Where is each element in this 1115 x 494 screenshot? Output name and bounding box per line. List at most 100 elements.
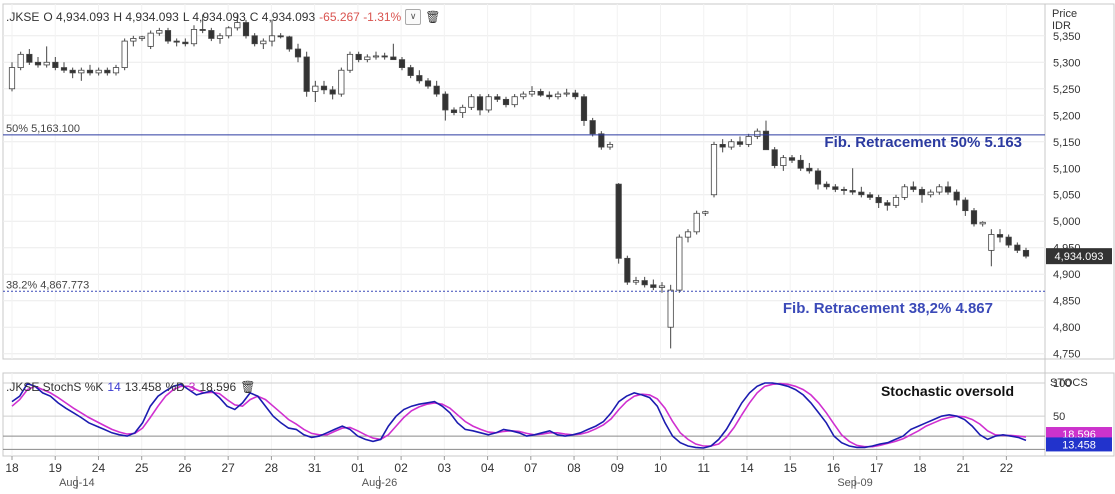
- x-month-label: Aug-14: [59, 477, 94, 489]
- candle-down: [26, 53, 33, 63]
- candle-up: [268, 35, 276, 42]
- candle-up: [130, 38, 137, 42]
- candle-down: [814, 170, 822, 185]
- price-header: .JKSE O 4,934.093 H 4,934.093 L 4,934.09…: [6, 8, 440, 26]
- x-day-label: 27: [221, 461, 235, 475]
- x-day-label: 02: [394, 461, 408, 475]
- candle-up: [728, 141, 735, 148]
- candle-up: [78, 69, 85, 74]
- candle-down: [1014, 244, 1021, 251]
- candle-down: [650, 284, 657, 288]
- candle-down: [797, 159, 804, 169]
- candle-up: [260, 40, 267, 45]
- stoch-k-line: [11, 382, 1027, 449]
- x-day-label: 01: [351, 461, 365, 475]
- x-day-label: 17: [870, 461, 884, 475]
- stoch-header: .JKSE StochS %K 14 13.458 %D 3 18.596 🗑: [6, 378, 255, 396]
- candle-up: [979, 221, 986, 225]
- candle-down: [624, 257, 631, 283]
- candle-down: [398, 59, 406, 68]
- stoch-d-line: [11, 382, 1027, 448]
- candle-down: [294, 48, 302, 58]
- x-day-label: 03: [438, 461, 452, 475]
- candle-down: [199, 29, 206, 31]
- last-price-label: 4,934.093: [1055, 251, 1104, 263]
- candle-up: [520, 93, 527, 98]
- candle-up: [702, 211, 709, 214]
- x-month-label: Aug-26: [362, 477, 397, 489]
- candle-down: [208, 30, 215, 39]
- candle-down: [251, 35, 258, 45]
- change-value: -65.267 -1.31%: [319, 10, 402, 24]
- candle-down: [866, 194, 874, 198]
- candle-up: [121, 40, 128, 68]
- candle-down: [875, 196, 882, 204]
- candle-up: [936, 186, 943, 193]
- last-price-tag: [1046, 248, 1112, 265]
- trash-icon[interactable]: 🗑: [240, 380, 256, 394]
- candle-up: [138, 36, 146, 39]
- x-day-label: 18: [5, 461, 19, 475]
- candle-down: [303, 56, 310, 92]
- candle-down: [329, 89, 336, 95]
- x-day-label: 24: [92, 461, 106, 475]
- candle-up: [667, 289, 674, 328]
- candle-down: [69, 69, 76, 74]
- candle-down: [494, 96, 501, 100]
- candle-up: [745, 136, 752, 145]
- candle-down: [416, 75, 423, 82]
- candle-down: [390, 56, 397, 61]
- candle-down: [840, 189, 848, 191]
- candle-up: [606, 144, 614, 148]
- candle-down: [546, 94, 553, 98]
- candle-up: [676, 236, 683, 291]
- x-day-label: 16: [827, 461, 841, 475]
- x-day-label: 07: [524, 461, 538, 475]
- candle-down: [173, 40, 180, 43]
- candle-down: [182, 41, 189, 45]
- candle-up: [780, 157, 787, 167]
- candle-up: [693, 212, 700, 233]
- candle-down: [52, 61, 59, 68]
- chevron-down-icon[interactable]: ∨: [405, 9, 422, 25]
- symbol-label: .JKSE: [6, 10, 40, 24]
- candle-up: [485, 96, 492, 111]
- candle-down: [442, 93, 449, 111]
- low-value: L 4,934.093: [182, 10, 246, 24]
- stoch-axis-title: STOCS: [1050, 377, 1088, 389]
- x-day-label: 10: [654, 461, 668, 475]
- x-day-label: 09: [611, 461, 625, 475]
- candle-down: [34, 61, 42, 66]
- trash-icon[interactable]: 🗑: [425, 10, 441, 24]
- candle-down: [277, 35, 284, 38]
- candle-down: [60, 67, 68, 71]
- candle-up: [112, 67, 120, 74]
- price-tick-label: 4,750: [1053, 349, 1081, 361]
- candle-up: [459, 106, 466, 114]
- x-day-label: 08: [567, 461, 581, 475]
- candle-up: [754, 130, 761, 137]
- stoch-k-tag-label: 13.458: [1062, 439, 1096, 451]
- candle-up: [43, 61, 50, 66]
- candle-down: [970, 210, 978, 225]
- candle-down: [286, 36, 293, 50]
- x-day-label: 28: [265, 461, 279, 475]
- x-day-label: 19: [49, 461, 63, 475]
- candle-up: [563, 92, 570, 95]
- x-day-label: 26: [178, 461, 192, 475]
- candle-down: [355, 53, 362, 61]
- fib382-label: 38.2% 4,867.773: [6, 279, 89, 291]
- candle-up: [8, 67, 16, 90]
- candle-down: [910, 186, 917, 190]
- candle-up: [17, 53, 24, 68]
- price-tick-label: 5,250: [1053, 84, 1081, 96]
- candle-up: [338, 69, 345, 95]
- candle-down: [884, 202, 891, 206]
- candle-up: [658, 285, 666, 288]
- price-tick-label: 5,200: [1053, 110, 1081, 122]
- price-tick-label: 5,050: [1053, 190, 1081, 202]
- candle-up: [190, 29, 198, 45]
- candle-down: [762, 130, 770, 151]
